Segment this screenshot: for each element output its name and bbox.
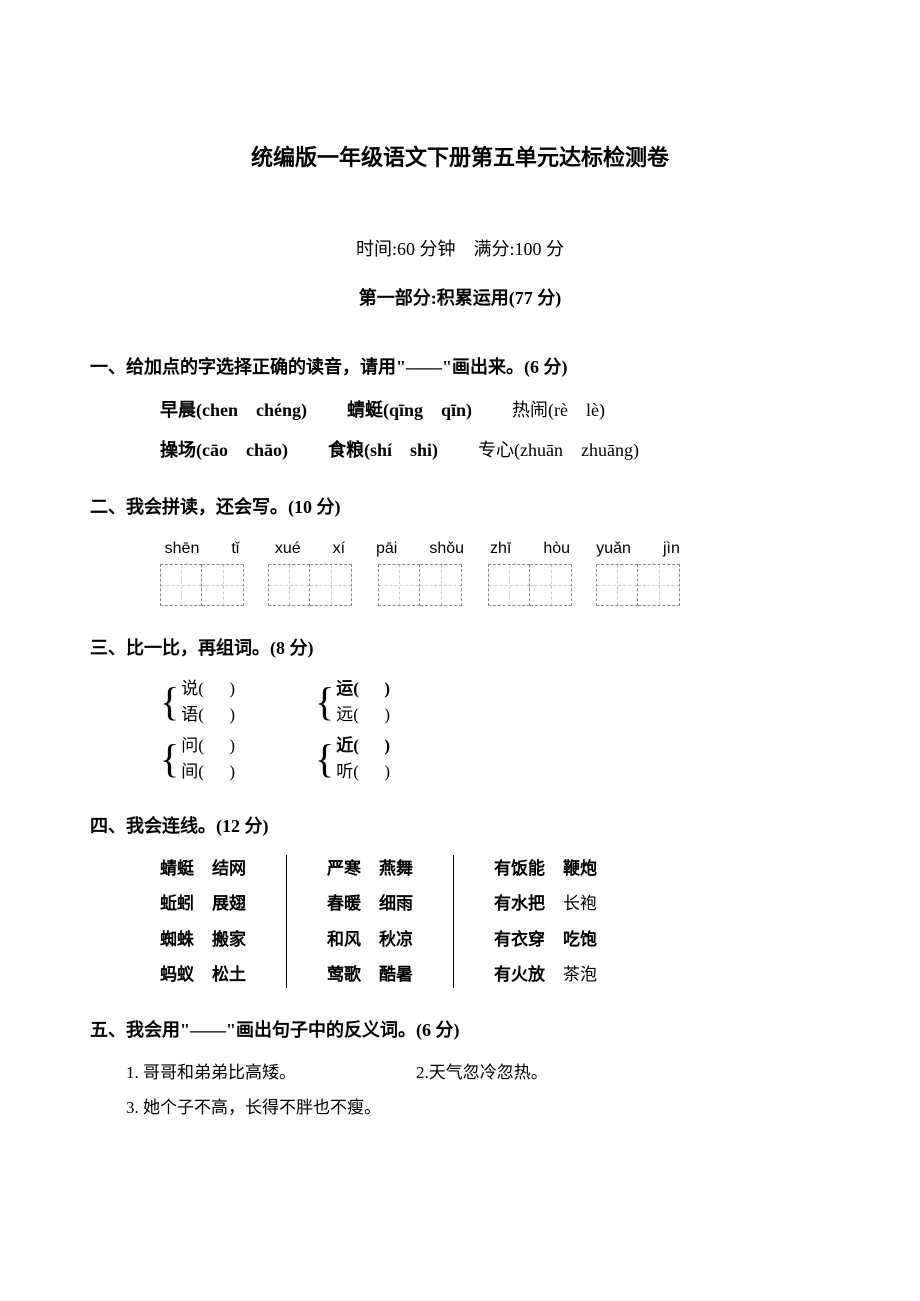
match-item: 细雨 (379, 890, 413, 917)
brace-item: 说 (181, 676, 235, 702)
brace-item: 远 (336, 702, 390, 728)
doc-title: 统编版一年级语文下册第五单元达标检测卷 (90, 140, 830, 175)
section-5-row-2: 3. 她个子不高，长得不胖也不瘦。 (90, 1094, 830, 1121)
brace-icon: { (315, 739, 334, 779)
pinyin-syllable: xué (275, 536, 301, 562)
section-5-row-1: 1. 哥哥和弟弟比高矮。 2.天气忽冷忽热。 (90, 1059, 830, 1086)
section-2-header: 二、我会拼读，还会写。(10 分) (90, 493, 830, 522)
brace-icon: { (315, 682, 334, 722)
pinyin-group: zhī hòu (488, 536, 572, 606)
match-item: 春暖 (327, 890, 361, 917)
section-1-row-1: 早晨(chen chéng) 蜻蜓(qīng qīn) 热闹(rè lè) (90, 396, 830, 425)
pinyin-syllable: tǐ (231, 536, 239, 562)
match-col-2: 严寒 春暖 和风 莺歌 燕舞 细雨 秋凉 酷暑 (327, 855, 413, 988)
write-cell (378, 564, 420, 606)
pinyin-syllable: jìn (663, 536, 680, 562)
pinyin-group: yuǎn jìn (596, 536, 680, 606)
column-divider (286, 855, 287, 988)
match-item: 鞭炮 (563, 855, 597, 882)
write-cell (530, 564, 572, 606)
question-text: 1. 哥哥和弟弟比高矮。 (126, 1059, 296, 1086)
brace-item: 近 (336, 733, 390, 759)
section-4-header: 四、我会连线。(12 分) (90, 812, 830, 841)
s1-item: 蜻蜓(qīng qīn) (347, 396, 472, 425)
match-item: 蜘蛛 (160, 926, 194, 953)
match-item: 蜻蜓 (160, 855, 194, 882)
pinyin-group: xué xí (268, 536, 352, 606)
pinyin-syllable: zhī (490, 536, 511, 562)
pinyin-syllable: shǒu (429, 536, 464, 562)
match-item: 吃饱 (563, 926, 597, 953)
brace-item: 语 (181, 702, 235, 728)
brace-row-1: { 说 语 { 运 远 (90, 676, 830, 727)
match-item: 有火放 (494, 961, 545, 988)
section-5-header: 五、我会用"——"画出句子中的反义词。(6 分) (90, 1016, 830, 1045)
section-1-header: 一、给加点的字选择正确的读音，请用"——"画出来。(6 分) (90, 353, 830, 382)
column-divider (453, 855, 454, 988)
write-cell (488, 564, 530, 606)
brace-item: 问 (181, 733, 235, 759)
match-item: 秋凉 (379, 926, 413, 953)
match-item: 燕舞 (379, 855, 413, 882)
question-text: 3. 她个子不高，长得不胖也不瘦。 (126, 1098, 381, 1117)
pinyin-syllable: yuǎn (596, 536, 631, 562)
pinyin-syllable: shēn (165, 536, 200, 562)
match-item: 搬家 (212, 926, 246, 953)
match-item: 严寒 (327, 855, 361, 882)
match-item: 和风 (327, 926, 361, 953)
write-cell (638, 564, 680, 606)
match-item: 蚯蚓 (160, 890, 194, 917)
match-item: 有衣穿 (494, 926, 545, 953)
match-item: 酷暑 (379, 961, 413, 988)
match-item: 茶泡 (563, 961, 597, 988)
pinyin-syllable: pāi (376, 536, 397, 562)
s1-item: 食粮(shí shi) (328, 436, 438, 465)
match-item: 有饭能 (494, 855, 545, 882)
match-item: 展翅 (212, 890, 246, 917)
pinyin-syllable: hòu (543, 536, 570, 562)
doc-subtitle: 时间:60 分钟 满分:100 分 (90, 235, 830, 264)
match-item: 有水把 (494, 890, 545, 917)
brace-item: 听 (336, 759, 390, 785)
s1-item: 专心(zhuān zhuāng) (478, 436, 639, 465)
match-item: 结网 (212, 855, 246, 882)
s1-item: 早晨(chen chéng) (160, 396, 307, 425)
brace-item: 运 (336, 676, 390, 702)
match-item: 蚂蚁 (160, 961, 194, 988)
section-1-row-2: 操场(cāo chāo) 食粮(shí shi) 专心(zhuān zhuāng… (90, 436, 830, 465)
write-cell (596, 564, 638, 606)
section-2-boxes: shēn tǐ xué xí pāi shǒu zhī hòu yuǎn jìn (90, 536, 830, 606)
write-cell (268, 564, 310, 606)
write-cell (202, 564, 244, 606)
match-item: 长袍 (563, 890, 597, 917)
match-col-1: 蜻蜓 蚯蚓 蜘蛛 蚂蚁 结网 展翅 搬家 松土 (160, 855, 246, 988)
brace-icon: { (160, 739, 179, 779)
write-cell (160, 564, 202, 606)
match-columns: 蜻蜓 蚯蚓 蜘蛛 蚂蚁 结网 展翅 搬家 松土 严寒 春暖 和风 莺歌 燕舞 细… (90, 855, 830, 988)
part-header: 第一部分:积累运用(77 分) (90, 284, 830, 313)
write-cell (420, 564, 462, 606)
s1-item: 操场(cāo chāo) (160, 436, 288, 465)
question-text: 2.天气忽冷忽热。 (416, 1059, 548, 1086)
pinyin-group: pāi shǒu (376, 536, 464, 606)
brace-icon: { (160, 682, 179, 722)
brace-row-2: { 问 间 { 近 听 (90, 733, 830, 784)
brace-item: 间 (181, 759, 235, 785)
match-item: 莺歌 (327, 961, 361, 988)
match-col-3: 有饭能 有水把 有衣穿 有火放 鞭炮 长袍 吃饱 茶泡 (494, 855, 597, 988)
write-cell (310, 564, 352, 606)
section-3-header: 三、比一比，再组词。(8 分) (90, 634, 830, 663)
s1-item: 热闹(rè lè) (512, 396, 605, 425)
pinyin-syllable: xí (333, 536, 345, 562)
match-item: 松土 (212, 961, 246, 988)
pinyin-group: shēn tǐ (160, 536, 244, 606)
